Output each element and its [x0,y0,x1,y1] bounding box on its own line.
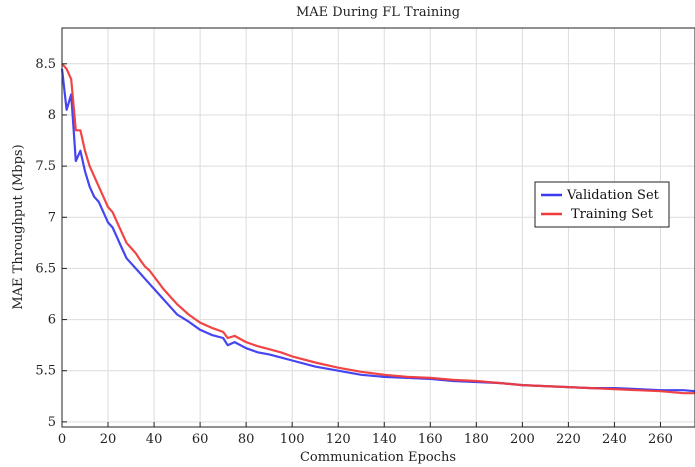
x-tick-label: 60 [192,432,209,447]
x-tick-label: 120 [326,432,351,447]
x-tick-label: 20 [100,432,117,447]
x-tick-label: 40 [146,432,163,447]
axis-ticks: 0 20 40 60 80 100 120 140 160 180 200 220 240 260 5 5.5… [35,57,673,447]
chart-title: MAE During FL Training [296,5,460,20]
legend-label-training: Training Set [571,207,654,222]
y-tick-label: 6.5 [35,261,56,276]
y-tick-label: 6 [48,313,56,328]
x-tick-label: 260 [648,432,673,447]
x-tick-label: 80 [238,432,255,447]
series-line-validation-set [60,68,695,393]
y-tick-label: 7.5 [35,159,56,174]
y-tick-label: 7 [48,210,56,225]
series-layer [60,63,695,395]
x-tick-label: 140 [372,432,397,447]
plot-frame [61,27,695,428]
x-tick-label: 240 [602,432,627,447]
legend-box [534,181,670,228]
legend-label-validation: Validation Set [566,188,660,203]
legend: Validation Set Training Set [534,181,670,228]
y-axis-label: MAE Throughput (Mbps) [11,144,26,309]
x-tick-label: 180 [464,432,489,447]
y-tick-label: 8 [48,108,56,123]
x-tick-label: 0 [58,432,66,447]
x-tick-label: 160 [418,432,443,447]
y-tick-label: 5 [48,415,56,430]
x-axis-label: Communication Epochs [300,450,456,465]
y-tick-label: 8.5 [35,57,56,72]
series-line-training-set [61,63,695,395]
x-tick-label: 220 [556,432,581,447]
y-tick-label: 5.5 [35,364,56,379]
x-tick-label: 100 [280,432,305,447]
x-tick-label: 200 [510,432,535,447]
